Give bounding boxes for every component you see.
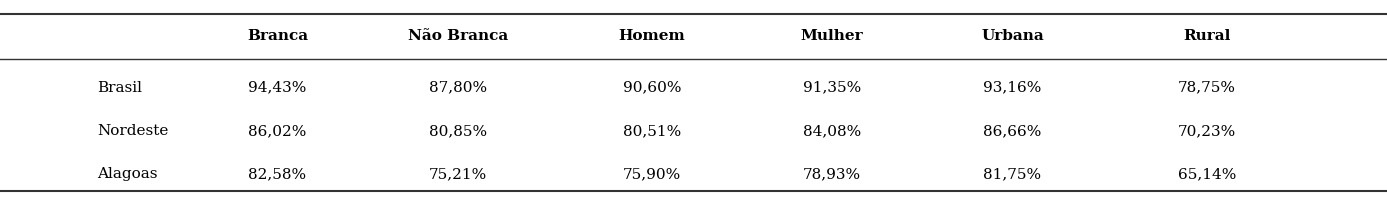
Text: 78,93%: 78,93% xyxy=(803,167,861,181)
Text: 93,16%: 93,16% xyxy=(983,81,1042,95)
Text: 86,66%: 86,66% xyxy=(983,124,1042,138)
Text: Urbana: Urbana xyxy=(981,29,1044,44)
Text: 75,21%: 75,21% xyxy=(429,167,487,181)
Text: 80,85%: 80,85% xyxy=(429,124,487,138)
Text: 86,02%: 86,02% xyxy=(248,124,307,138)
Text: 90,60%: 90,60% xyxy=(623,81,681,95)
Text: Não Branca: Não Branca xyxy=(408,29,508,44)
Text: 84,08%: 84,08% xyxy=(803,124,861,138)
Text: 91,35%: 91,35% xyxy=(803,81,861,95)
Text: Rural: Rural xyxy=(1183,29,1230,44)
Text: Nordeste: Nordeste xyxy=(97,124,168,138)
Text: 80,51%: 80,51% xyxy=(623,124,681,138)
Text: 78,75%: 78,75% xyxy=(1178,81,1236,95)
Text: 75,90%: 75,90% xyxy=(623,167,681,181)
Text: Alagoas: Alagoas xyxy=(97,167,158,181)
Text: 82,58%: 82,58% xyxy=(248,167,307,181)
Text: 70,23%: 70,23% xyxy=(1178,124,1236,138)
Text: 94,43%: 94,43% xyxy=(248,81,307,95)
Text: Homem: Homem xyxy=(619,29,685,44)
Text: Branca: Branca xyxy=(247,29,308,44)
Text: Brasil: Brasil xyxy=(97,81,141,95)
Text: 87,80%: 87,80% xyxy=(429,81,487,95)
Text: 81,75%: 81,75% xyxy=(983,167,1042,181)
Text: 65,14%: 65,14% xyxy=(1178,167,1236,181)
Text: Mulher: Mulher xyxy=(800,29,864,44)
